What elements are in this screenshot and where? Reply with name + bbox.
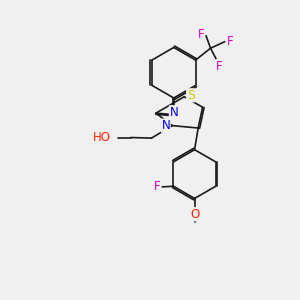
Text: O: O: [190, 208, 200, 221]
Text: F: F: [154, 180, 160, 194]
Text: F: F: [198, 28, 204, 41]
Text: N: N: [161, 119, 170, 132]
Text: N: N: [169, 106, 178, 119]
Text: HO: HO: [93, 131, 111, 144]
Text: F: F: [216, 59, 223, 73]
Text: S: S: [187, 89, 195, 102]
Text: F: F: [226, 35, 233, 48]
